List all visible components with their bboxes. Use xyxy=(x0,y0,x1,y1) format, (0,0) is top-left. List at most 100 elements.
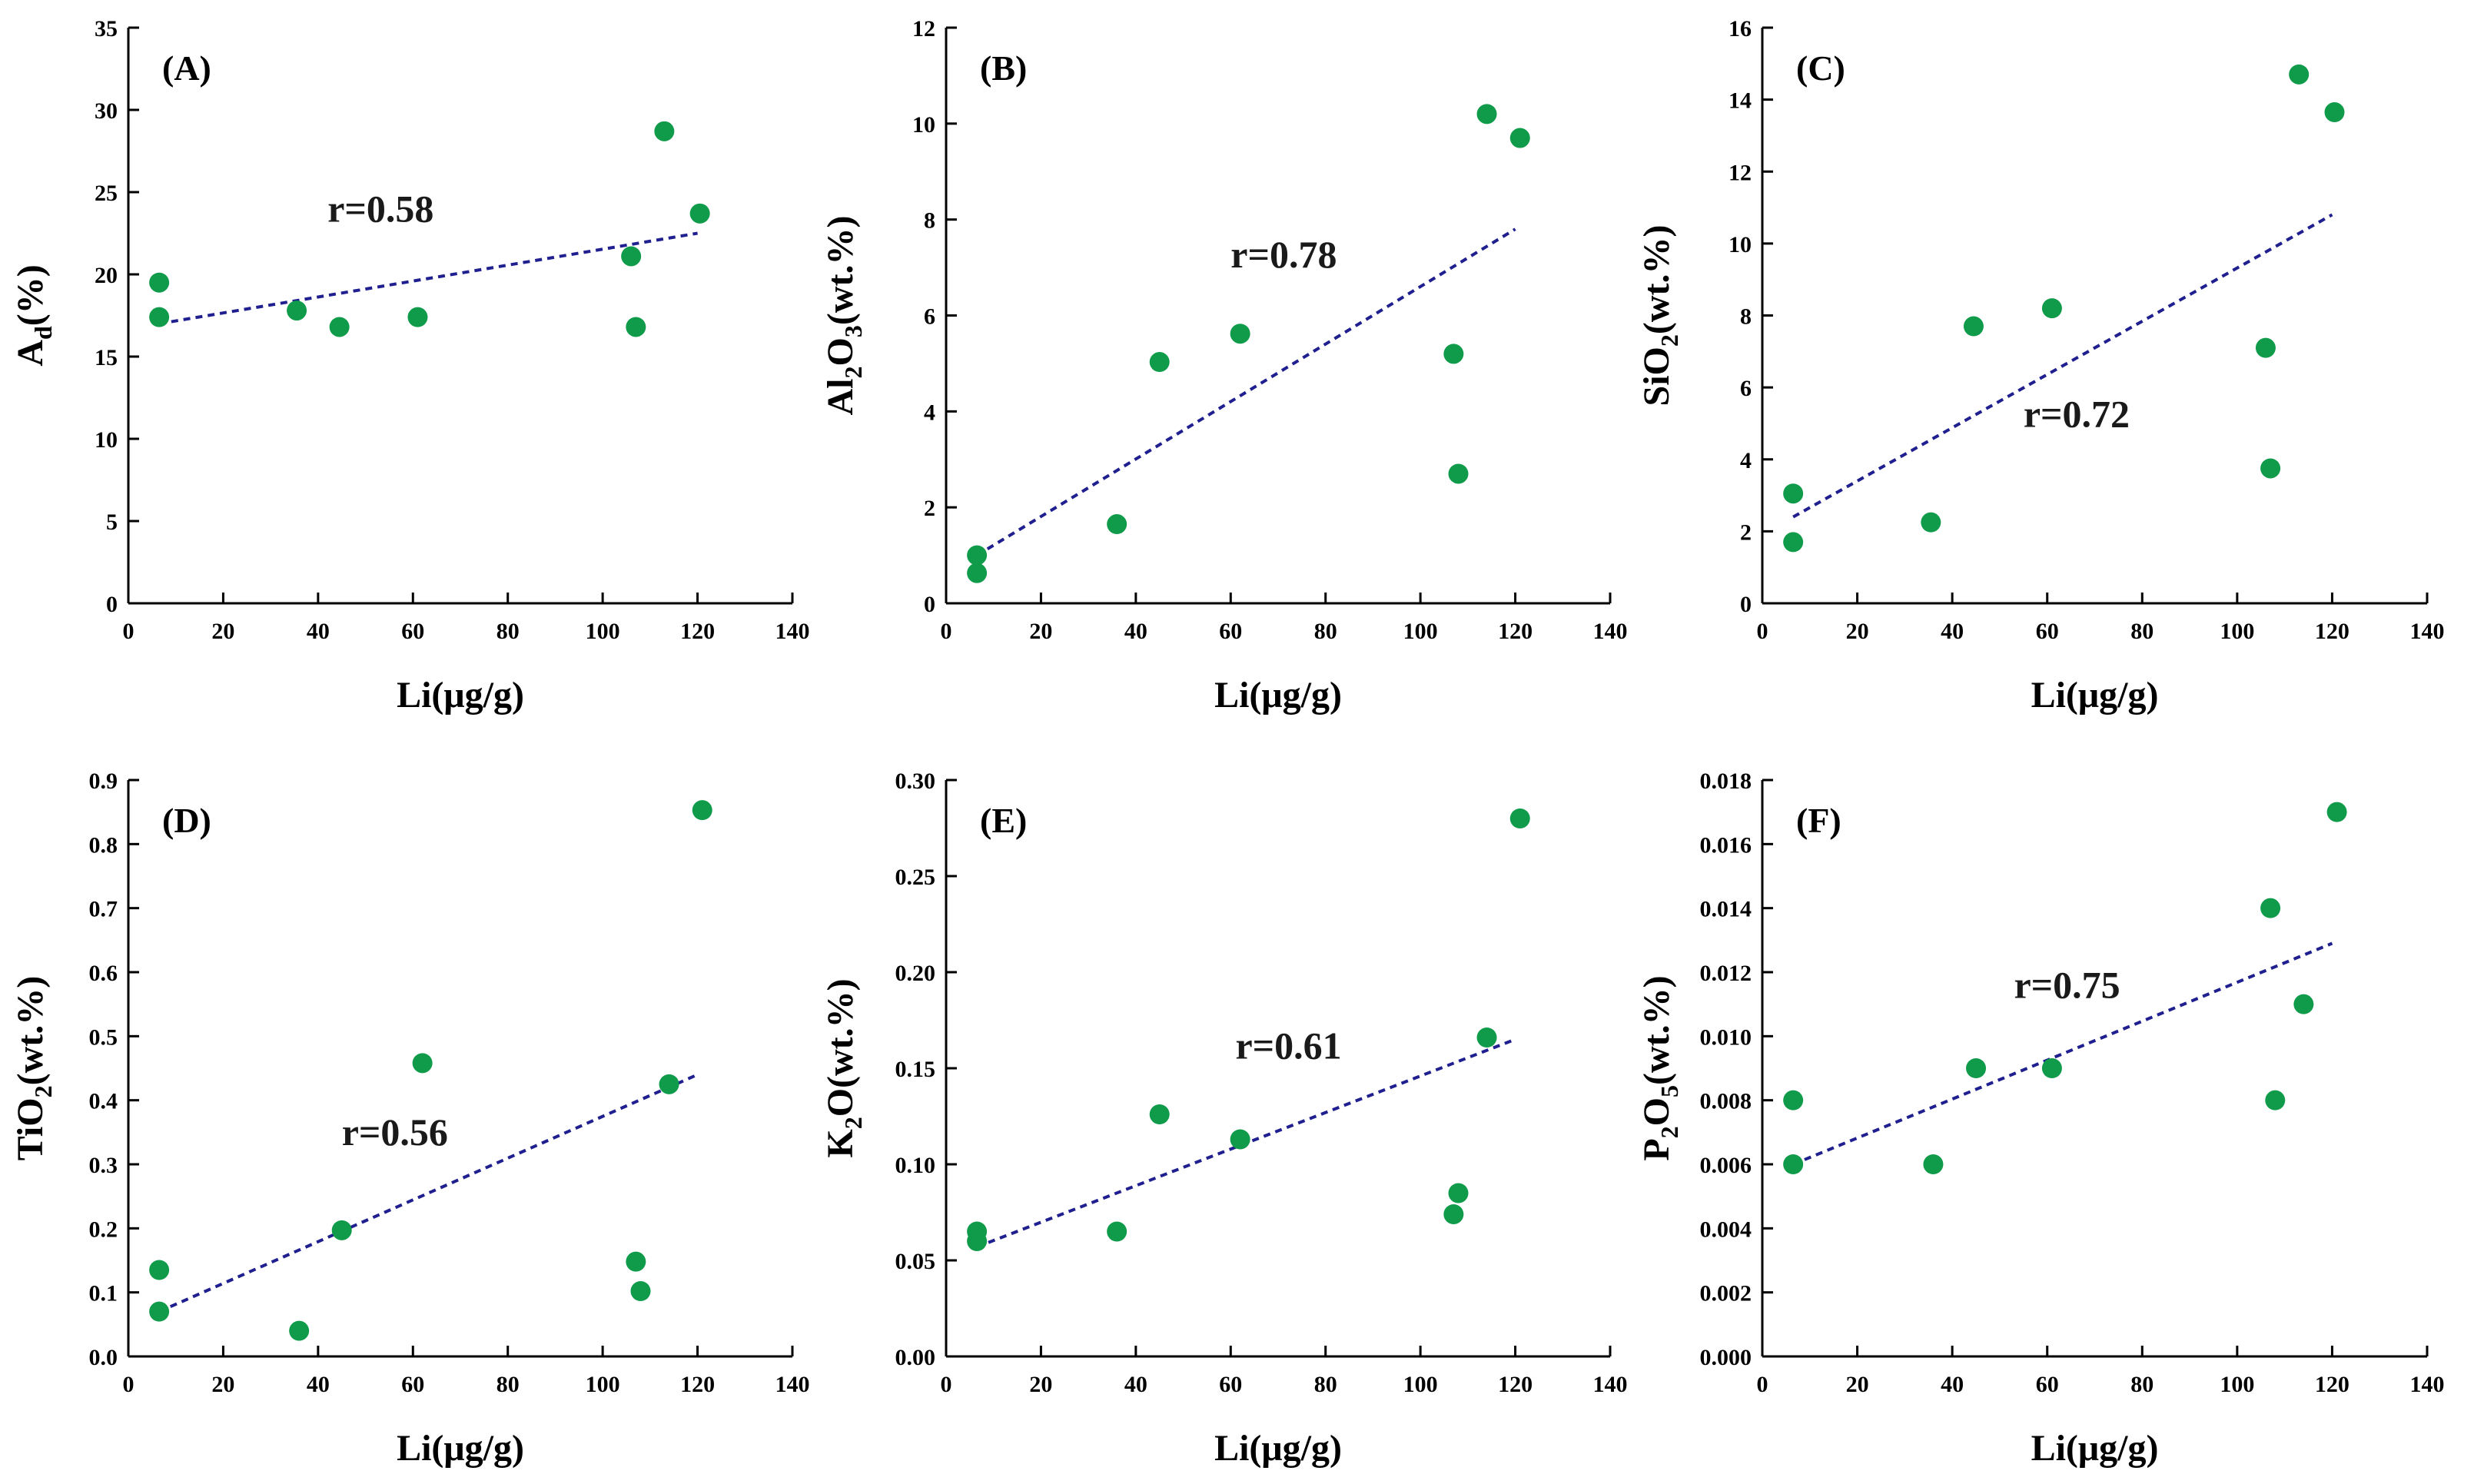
correlation-label: r=0.61 xyxy=(1235,1024,1341,1067)
x-tick-label: 60 xyxy=(1219,1372,1242,1397)
y-tick-label: 0.008 xyxy=(1700,1089,1752,1114)
panel-label: (E) xyxy=(980,801,1027,840)
data-point xyxy=(1443,1204,1464,1224)
y-tick-label: 0.15 xyxy=(895,1057,936,1082)
data-point xyxy=(1509,128,1530,148)
y-axis-title-part: 3 xyxy=(839,325,867,337)
x-tick-label: 100 xyxy=(1403,1372,1438,1397)
data-point xyxy=(2289,64,2310,85)
data-point xyxy=(967,545,988,566)
y-tick-label: 20 xyxy=(95,263,118,288)
y-tick-label: 0 xyxy=(106,592,118,617)
correlation-label: r=0.72 xyxy=(2024,393,2130,436)
x-tick-label: 40 xyxy=(1124,1372,1147,1397)
y-tick-label: 0.4 xyxy=(89,1089,118,1114)
y-tick-label: 0.010 xyxy=(1700,1024,1752,1050)
x-tick-label: 120 xyxy=(2315,619,2349,644)
x-tick-label: 80 xyxy=(2130,1372,2154,1397)
data-point xyxy=(149,307,170,327)
x-tick-label: 60 xyxy=(1219,619,1242,644)
y-axis-title-part: O xyxy=(820,337,861,366)
data-point xyxy=(1509,808,1530,828)
x-tick-label: 120 xyxy=(680,619,715,644)
x-tick-label: 140 xyxy=(2410,619,2445,644)
y-tick-label: 0.00 xyxy=(895,1345,936,1370)
y-tick-label: 0.9 xyxy=(89,769,118,794)
x-tick-label: 100 xyxy=(2220,1372,2254,1397)
trend-line xyxy=(158,231,698,326)
data-point xyxy=(407,307,428,327)
data-point xyxy=(1448,1183,1469,1203)
x-tick-label: 20 xyxy=(1846,1372,1869,1397)
x-tick-label: 120 xyxy=(680,1372,715,1397)
panel-c: 0 20 40 60 80 100 120 140 0 2 4 6 8 10 12 14 16 Li(μg/g) S… xyxy=(1636,16,2445,715)
y-tick-label: 5 xyxy=(106,510,118,535)
y-tick-label: 0.05 xyxy=(895,1249,936,1274)
data-point xyxy=(659,1074,679,1094)
y-tick-label: 10 xyxy=(912,112,935,138)
data-point xyxy=(289,1320,310,1341)
x-tick-label: 60 xyxy=(401,619,424,644)
y-axis-title-part: (wt.%) xyxy=(10,976,51,1086)
x-tick-label: 100 xyxy=(586,1372,620,1397)
y-tick-label: 2 xyxy=(1740,520,1752,545)
data-point xyxy=(2293,994,2314,1014)
x-tick-label: 20 xyxy=(1029,1372,1052,1397)
y-tick-label: 0.018 xyxy=(1700,769,1752,794)
x-axis-title: Li(μg/g) xyxy=(1214,675,1342,715)
data-point xyxy=(2324,102,2345,123)
x-tick-label: 60 xyxy=(401,1372,424,1397)
y-axis-title-part: 2 xyxy=(29,1085,57,1097)
x-tick-label: 40 xyxy=(1124,619,1147,644)
x-tick-label: 80 xyxy=(496,1372,520,1397)
data-point xyxy=(1443,344,1464,364)
y-tick-label: 0.6 xyxy=(89,961,118,986)
data-point xyxy=(2255,337,2276,358)
data-point xyxy=(654,121,675,141)
data-point xyxy=(689,203,710,224)
y-tick-label: 10 xyxy=(95,427,118,453)
x-tick-label: 120 xyxy=(1498,619,1533,644)
y-axis-title-part: O(wt.%) xyxy=(820,978,861,1117)
x-tick-label: 80 xyxy=(496,619,520,644)
data-point xyxy=(1149,1104,1170,1124)
x-tick-label: 140 xyxy=(1593,1372,1628,1397)
data-point xyxy=(630,1281,651,1301)
data-point xyxy=(329,317,350,337)
x-axis-title: Li(μg/g) xyxy=(397,675,524,715)
correlation-label: r=0.58 xyxy=(327,188,433,231)
x-tick-label: 40 xyxy=(1941,619,1964,644)
y-axis-title-part: O xyxy=(1636,1097,1677,1126)
panel-label: (D) xyxy=(162,801,211,840)
y-axis-title-part: K xyxy=(820,1129,861,1157)
y-axis-title-part: P xyxy=(1636,1138,1677,1160)
panel-f: 0 20 40 60 80 100 120 140 0.000 0.002 0.004 0.006 0.… xyxy=(1636,769,2445,1469)
y-tick-label: 10 xyxy=(1728,232,1752,257)
x-axis-title: Li(μg/g) xyxy=(2031,675,2159,715)
x-tick-label: 20 xyxy=(211,1372,234,1397)
y-axis-title: Al2O3(wt.%) xyxy=(820,216,867,416)
x-axis-title: Li(μg/g) xyxy=(1214,1428,1342,1469)
y-axis-title-part: (wt.%) xyxy=(820,216,861,326)
y-tick-label: 8 xyxy=(1740,304,1752,330)
y-tick-label: 0.016 xyxy=(1700,832,1752,858)
y-axis-title-part: Al xyxy=(820,378,861,415)
y-tick-label: 0.30 xyxy=(895,769,936,794)
x-tick-label: 0 xyxy=(941,1372,952,1397)
data-point xyxy=(1963,316,1984,337)
y-axis-title-part: d xyxy=(29,326,57,340)
y-tick-label: 6 xyxy=(924,304,935,330)
data-point xyxy=(2326,802,2347,822)
x-tick-label: 120 xyxy=(1498,1372,1533,1397)
y-tick-label: 16 xyxy=(1728,16,1752,41)
y-tick-label: 0.0 xyxy=(89,1345,118,1370)
data-point xyxy=(1923,1154,1944,1174)
x-tick-label: 60 xyxy=(2036,1372,2059,1397)
data-point xyxy=(149,272,170,293)
y-axis-title-part: TiO xyxy=(10,1097,51,1160)
x-tick-label: 80 xyxy=(2130,619,2154,644)
panel-label: (B) xyxy=(980,48,1027,88)
y-axis-title: SiO2(wt.%) xyxy=(1636,225,1683,407)
x-axis-title: Li(μg/g) xyxy=(2031,1428,2159,1469)
